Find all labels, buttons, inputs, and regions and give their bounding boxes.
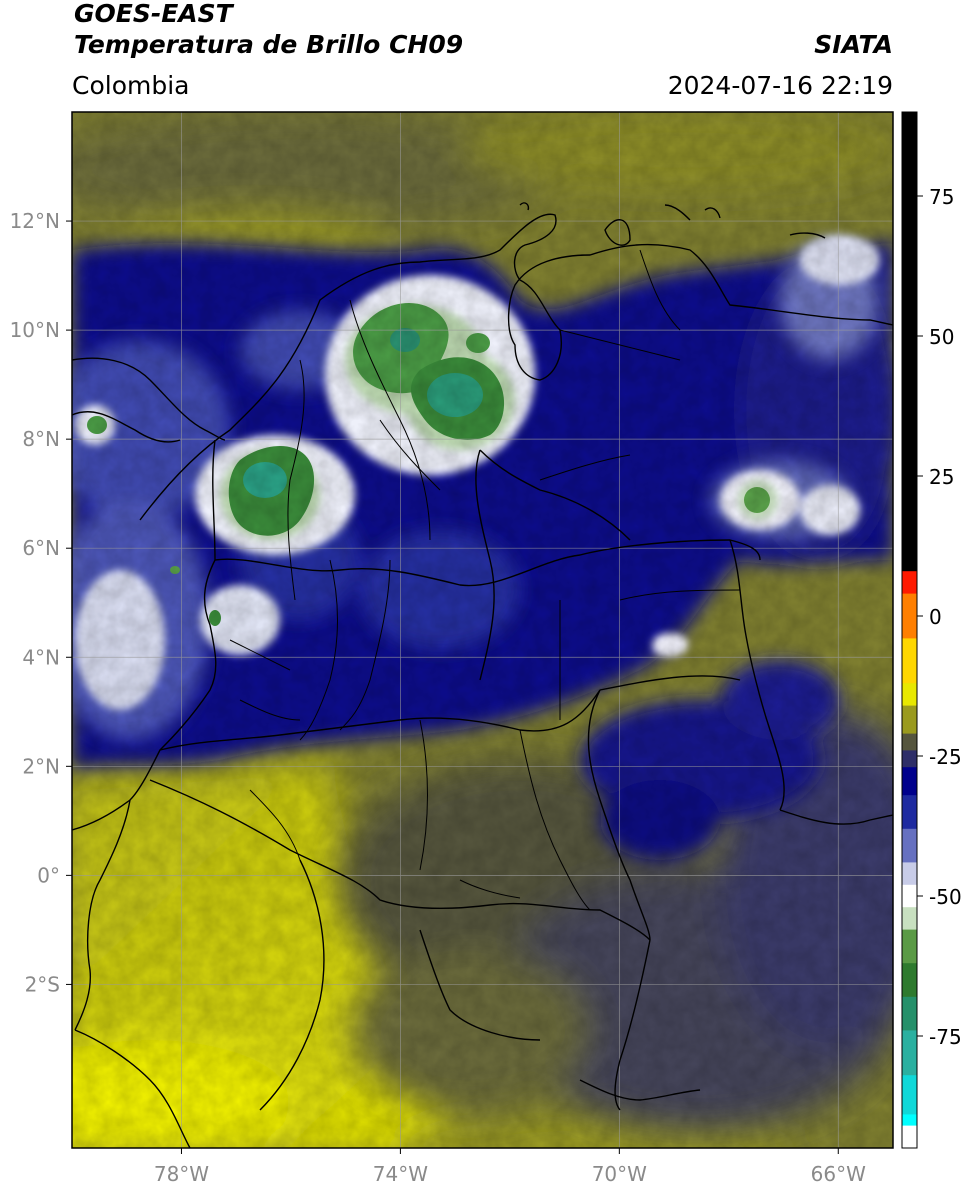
colorbar-segment	[902, 1075, 917, 1115]
latitude-axis: 12°N 10°N 8°N 6°N 4°N 2°N 0° 2°S	[10, 209, 72, 996]
lat-tick-label: 2°N	[22, 754, 60, 778]
colorbar-segment	[902, 705, 917, 735]
lat-tick-label: 8°N	[22, 427, 60, 451]
colorbar-tick-label: 75	[929, 185, 954, 209]
colorbar-segment	[902, 884, 917, 908]
lat-tick-label: 6°N	[22, 536, 60, 560]
colorbar-frame	[901, 111, 918, 1149]
map-gridlines	[72, 112, 893, 1148]
colorbar-segment	[902, 828, 917, 863]
colorbar-segment	[902, 963, 917, 998]
lat-tick-label: 4°N	[22, 645, 60, 669]
lat-tick-label: 12°N	[10, 209, 60, 233]
lon-tick-label: 78°W	[154, 1162, 209, 1186]
product-title: Temperatura de Brillo CH09	[74, 30, 464, 59]
colorbar-segment	[902, 1030, 917, 1076]
colorbar-tick-label: -50	[929, 885, 962, 909]
colorbar-tick-label: 50	[929, 325, 954, 349]
lat-tick-label: 2°S	[25, 972, 60, 996]
lon-tick-label: 70°W	[592, 1162, 647, 1186]
lat-tick-label: 0°	[37, 863, 60, 887]
colorbar-segment	[902, 733, 917, 751]
timestamp-label: 2024-07-16 22:19	[667, 71, 893, 100]
agency-label: SIATA	[814, 30, 893, 59]
region-label: Colombia	[72, 71, 190, 100]
colorbar-tick-label: -75	[929, 1025, 962, 1049]
colorbar-segment	[902, 1125, 917, 1149]
map-frame	[71, 111, 894, 1149]
lon-tick-label: 74°W	[373, 1162, 428, 1186]
colorbar-segment	[902, 996, 917, 1031]
colorbar-segment	[902, 638, 917, 684]
colorbar-segment	[902, 907, 917, 931]
colorbar-tick-label: 0	[929, 605, 942, 629]
colorbar: 75 50 25 0 -25 -50 -75	[901, 111, 962, 1149]
colorbar-segment	[902, 862, 917, 886]
colorbar-segment	[902, 929, 917, 964]
colorbar-segment	[902, 1114, 917, 1127]
longitude-axis: 78°W 74°W 70°W 66°W	[154, 1148, 866, 1186]
colorbar-segment	[902, 767, 917, 796]
colorbar-segment	[902, 750, 917, 768]
brightness-temperature-field	[72, 112, 893, 1148]
colorbar-segment	[902, 112, 917, 572]
lon-tick-label: 66°W	[811, 1162, 866, 1186]
colorbar-segment	[902, 683, 917, 707]
colorbar-tick-label: -25	[929, 745, 962, 769]
colorbar-segment	[902, 571, 917, 595]
satellite-title: GOES-EAST	[74, 0, 233, 28]
colorbar-tick-label: 25	[929, 465, 954, 489]
lat-tick-label: 10°N	[10, 318, 60, 342]
colorbar-segment	[902, 795, 917, 830]
colorbar-segment	[902, 593, 917, 639]
borders-and-coastlines	[72, 202, 893, 1148]
